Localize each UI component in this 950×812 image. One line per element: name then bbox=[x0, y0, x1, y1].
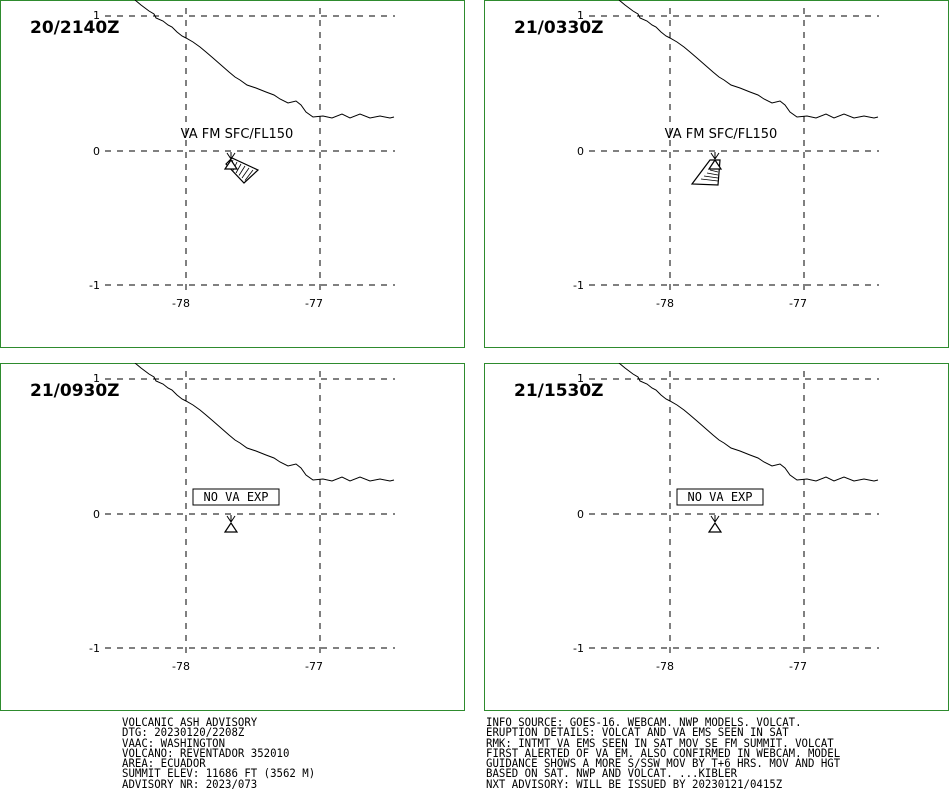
latitude-tick-label: -1 bbox=[89, 642, 100, 655]
advisory-line: SUMMIT ELEV: 11686 FT (3562 M) bbox=[122, 766, 316, 781]
volcano-icon bbox=[707, 152, 723, 170]
latitude-tick-label: 0 bbox=[93, 145, 100, 158]
advisory-line: VOLCANIC ASH ADVISORY bbox=[122, 715, 258, 729]
panel-time-label: 21/0330Z bbox=[514, 18, 604, 38]
latitude-tick-label: -1 bbox=[573, 279, 584, 292]
map-canvas: 1 0 -1 -78 -77 VA FM SFC/FL150 bbox=[0, 0, 465, 348]
advisory-line: ADVISORY NR: 2023/073 bbox=[122, 776, 258, 791]
coastline bbox=[618, 363, 879, 482]
longitude-tick-label: -77 bbox=[789, 660, 807, 673]
advisory-line: VOLCANO: REVENTADOR 352010 bbox=[122, 745, 290, 760]
advisory-line: BASED ON SAT. NWP AND VOLCAT. ...KIBLER bbox=[486, 766, 738, 781]
longitude-tick-label: -78 bbox=[172, 297, 190, 310]
advisory-line: RMK: INTMT VA EMS SEEN IN SAT MOV SE FM … bbox=[486, 735, 834, 750]
map-canvas: 1 0 -1 -78 -77 NO VA EXP bbox=[484, 363, 949, 711]
coastline bbox=[618, 0, 879, 119]
no-ash-label-box bbox=[192, 488, 280, 506]
panel-frame bbox=[484, 0, 949, 348]
advisory-remarks-block: INFO SOURCE: GOES-16. WEBCAM. NWP MODELS… bbox=[486, 715, 867, 791]
panel-frame bbox=[484, 363, 949, 711]
ash-forecast-label: NO VA EXP bbox=[203, 490, 268, 504]
map-canvas: 1 0 -1 -78 -77 NO VA EXP bbox=[0, 363, 465, 711]
ash-forecast-label: VA FM SFC/FL150 bbox=[181, 127, 294, 142]
longitude-tick-label: -78 bbox=[656, 660, 674, 673]
volcano-icon bbox=[707, 515, 723, 533]
advisory-line: INFO SOURCE: GOES-16. WEBCAM. NWP MODELS… bbox=[486, 715, 802, 729]
latitude-tick-label: 0 bbox=[577, 145, 584, 158]
panel-time-label: 21/0930Z bbox=[30, 381, 120, 401]
latitude-tick-label: 1 bbox=[93, 372, 100, 385]
panel-frame bbox=[0, 363, 465, 711]
latitude-tick-label: -1 bbox=[573, 642, 584, 655]
longitude-tick-label: -78 bbox=[656, 297, 674, 310]
longitude-tick-label: -77 bbox=[305, 297, 323, 310]
coastline bbox=[134, 0, 395, 119]
longitude-tick-label: -78 bbox=[172, 660, 190, 673]
panel-time-label: 20/2140Z bbox=[30, 18, 120, 38]
advisory-line: ERUPTION DETAILS: VOLCAT AND VA EMS SEEN… bbox=[486, 725, 789, 740]
panel-frame bbox=[0, 0, 465, 348]
latitude-tick-label: 0 bbox=[93, 508, 100, 521]
map-panel-1: 1 0 -1 -78 -77 VA FM SFC/FL150 20/2140Z bbox=[0, 0, 465, 348]
latitude-tick-label: -1 bbox=[89, 279, 100, 292]
latitude-tick-label: 1 bbox=[577, 9, 584, 22]
volcano-icon bbox=[223, 152, 239, 170]
advisory-line: DTG: 20230120/2208Z bbox=[122, 725, 245, 740]
advisory-line: VAAC: WASHINGTON bbox=[122, 735, 226, 750]
latitude-tick-label: 0 bbox=[577, 508, 584, 521]
longitude-tick-label: -77 bbox=[305, 660, 323, 673]
panel-time-label: 21/1530Z bbox=[514, 381, 604, 401]
ash-forecast-label: NO VA EXP bbox=[687, 490, 752, 504]
advisory-line: AREA: ECUADOR bbox=[122, 756, 206, 771]
latitude-tick-label: 1 bbox=[577, 372, 584, 385]
ash-forecast-label: VA FM SFC/FL150 bbox=[665, 127, 778, 142]
longitude-tick-label: -77 bbox=[789, 297, 807, 310]
map-panel-2: 1 0 -1 -78 -77 VA FM SFC/FL150 21/0330Z bbox=[484, 0, 949, 348]
advisory-header-block: VOLCANIC ASH ADVISORY DTG: 20230120/2208… bbox=[122, 715, 330, 791]
advisory-line: FIRST ALERTED OF VA EM. ALSO CONFIRMED I… bbox=[486, 745, 841, 760]
advisory-line: GUIDANCE SHOWS A MORE S/SSW MOV BY T+6 H… bbox=[486, 756, 841, 771]
map-panel-4: 1 0 -1 -78 -77 NO VA EXP 21/1530Z bbox=[484, 363, 949, 711]
map-canvas: 1 0 -1 -78 -77 VA FM SFC/FL150 bbox=[484, 0, 949, 348]
map-panel-3: 1 0 -1 -78 -77 NO VA EXP 21/0930Z bbox=[0, 363, 465, 711]
latitude-tick-label: 1 bbox=[93, 9, 100, 22]
advisory-line: NXT ADVISORY: WILL BE ISSUED BY 20230121… bbox=[486, 776, 783, 791]
coastline bbox=[134, 363, 395, 482]
no-ash-label-box bbox=[676, 488, 764, 506]
volcano-icon bbox=[223, 515, 239, 533]
